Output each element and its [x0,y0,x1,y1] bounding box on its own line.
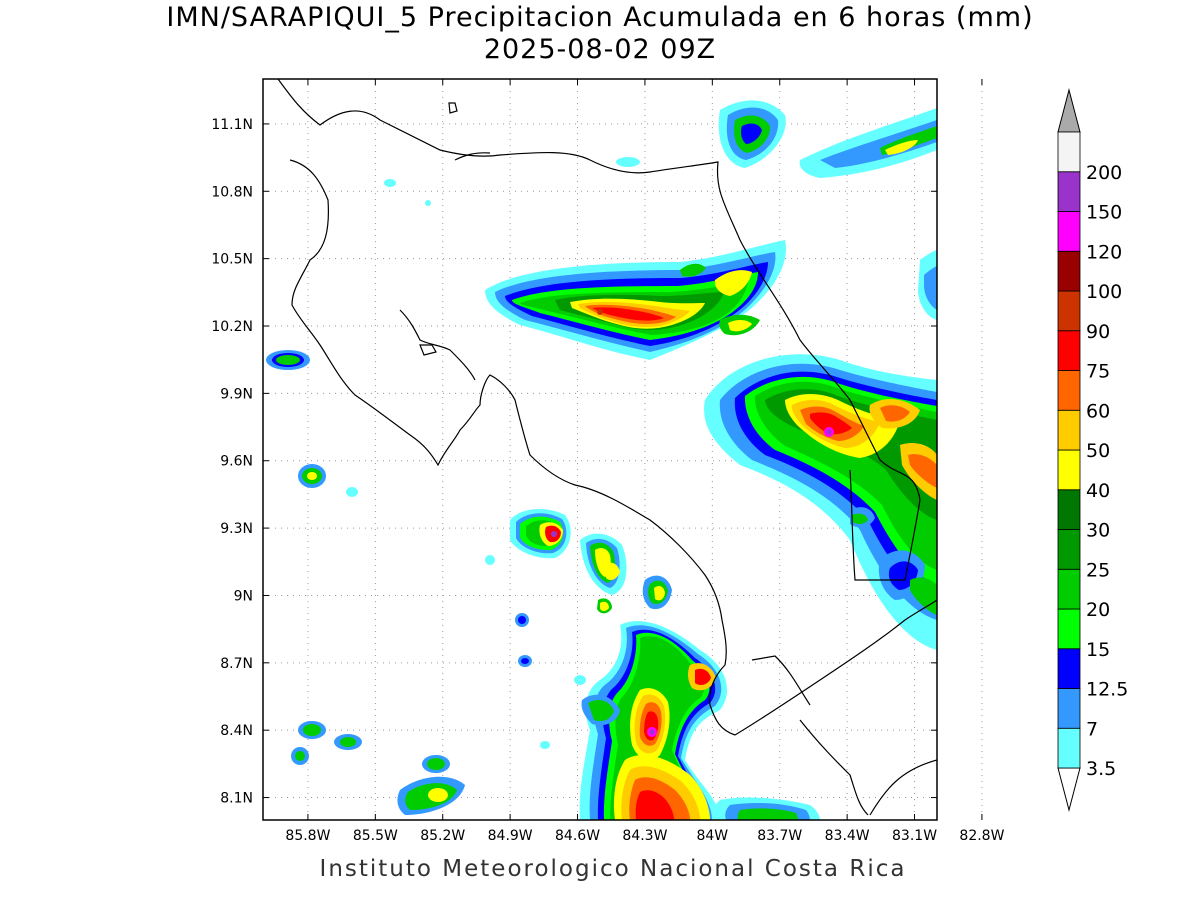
precipitation-field [266,100,937,820]
colorbar-swatch [1057,648,1081,689]
colorbar-swatch [1057,568,1081,610]
colorbar-label: 120 [1086,241,1122,263]
colorbar-swatch [1057,608,1081,650]
coastline [277,79,937,816]
latitude-labels: 11.1N 10.8N 10.5N 10.2N 9.9N 9.6N 9.3N 9N 8.7N 8.… [211,117,253,807]
rain-band-northeast [718,100,937,320]
colorbar-swatch [1057,290,1081,332]
colorbar-legend: 3.5 7 12.5 15 20 25 30 40 50 60 75 90 100 120 150 200 [1057,88,1128,812]
colorbar-label: 150 [1086,202,1122,224]
longitude-tick-label: 84.6W [555,828,600,844]
colorbar-label: 60 [1086,400,1110,422]
latitude-tick-label: 10.2N [211,319,253,335]
longitude-tick-label: 83.7W [757,828,802,844]
colorbar-swatch [1057,211,1081,252]
colorbar-label: 75 [1086,361,1110,383]
latitude-tick-label: 9.3N [220,521,253,537]
colorbar-swatch [1057,171,1081,212]
colorbar-label: 3.5 [1086,758,1116,780]
latitude-tick-label: 9N [234,588,253,604]
colorbar-label: 15 [1086,639,1110,661]
colorbar-label: 7 [1086,718,1098,740]
colorbar-swatch [1057,449,1081,491]
colorbar-swatch [1057,409,1081,451]
longitude-tick-label: 82.8W [959,828,1004,844]
colorbar-swatch [1057,370,1081,411]
map-frame [262,78,938,821]
latitude-tick-label: 10.5N [211,252,253,268]
rain-band-south [579,621,820,820]
longitude-tick-label: 84.3W [622,828,667,844]
map-title: IMN/SARAPIQUI_5 Precipitacion Acumulada … [166,2,1034,33]
longitude-tick-label: 84W [696,828,728,844]
latitude-tick-label: 8.1N [220,791,253,807]
colorbar-label: 40 [1086,480,1110,502]
footer-credit: Instituto Meteorologico Nacional Costa R… [319,856,907,882]
rain-cluster-central [510,508,672,614]
latitude-tick-label: 10.8N [211,184,253,200]
colorbar-swatch [1057,131,1081,173]
colorbar-swatch [1057,688,1081,729]
latitude-tick-label: 8.7N [220,656,253,672]
colorbar-top-cap [1057,88,1081,133]
longitude-tick-label: 83.1W [892,828,937,844]
colorbar-label: 30 [1086,520,1110,542]
longitude-tick-label: 85.8W [285,828,330,844]
longitude-tick-label: 84.9W [488,828,533,844]
colorbar-label: 12.5 [1086,679,1128,701]
longitude-tick-label: 85.5W [353,828,398,844]
colorbar-label: 200 [1086,162,1122,184]
longitude-tick-label: 83.4W [825,828,870,844]
map-timestamp: 2025-08-02 09Z [483,34,717,65]
latitude-tick-label: 9.6N [220,454,253,470]
colorbar-label: 50 [1086,440,1110,462]
colorbar-swatch [1057,727,1081,769]
longitude-tick-label: 85.2W [420,828,465,844]
colorbar-label: 90 [1086,321,1110,343]
colorbar-label: 25 [1086,559,1110,581]
latitude-tick-label: 8.4N [220,723,253,739]
rain-cells-west [266,157,640,815]
colorbar-swatch [1057,330,1081,371]
colorbar-label: 100 [1086,281,1122,303]
rain-band-east [704,354,937,650]
colorbar-swatch [1057,529,1081,570]
longitude-labels: 85.8W 85.5W 85.2W 84.9W 84.6W 84.3W 84W 83.7W 83… [285,828,1004,844]
colorbar-swatch [1057,250,1081,292]
colorbar-bottom-cap [1057,767,1081,812]
rain-band-north [485,240,786,360]
colorbar-label: 20 [1086,599,1110,621]
latitude-tick-label: 9.9N [220,386,253,402]
latitude-tick-label: 11.1N [211,117,253,133]
colorbar-swatch [1057,489,1081,530]
